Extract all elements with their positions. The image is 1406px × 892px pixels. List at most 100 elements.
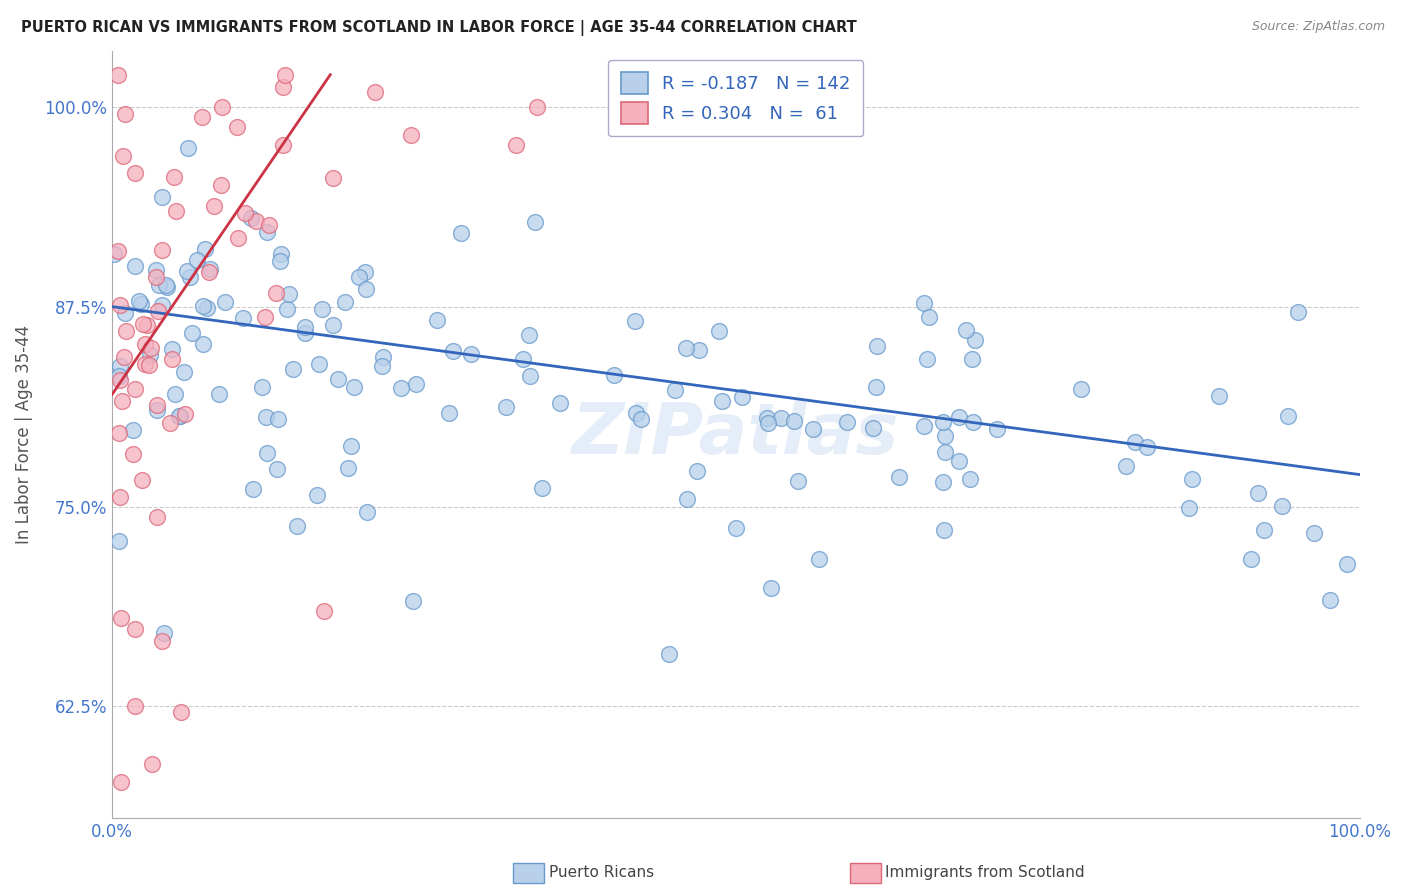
Point	[179, 269, 201, 284]
Point	[915, 351, 938, 366]
Point	[934, 523, 956, 537]
Point	[121, 447, 143, 461]
Point	[517, 327, 540, 342]
Point	[354, 282, 377, 296]
Point	[676, 491, 699, 506]
Point	[195, 301, 218, 315]
Point	[110, 298, 132, 312]
Point	[124, 259, 146, 273]
Point	[1286, 305, 1309, 319]
Point	[108, 534, 131, 549]
Point	[266, 462, 288, 476]
Point	[340, 440, 363, 454]
Point	[460, 346, 482, 360]
Point	[150, 298, 173, 312]
Point	[190, 110, 212, 124]
Point	[256, 225, 278, 239]
Point	[160, 352, 183, 367]
Point	[139, 348, 162, 362]
Point	[110, 394, 132, 409]
Point	[115, 324, 138, 338]
Point	[294, 320, 316, 334]
Point	[226, 120, 249, 134]
Point	[141, 756, 163, 771]
Point	[245, 213, 267, 227]
Point	[169, 409, 191, 423]
Point	[194, 242, 217, 256]
Point	[256, 446, 278, 460]
Point	[152, 633, 174, 648]
Point	[314, 604, 336, 618]
Point	[786, 474, 808, 488]
Point	[519, 368, 541, 383]
Point	[711, 393, 734, 408]
Point	[685, 464, 707, 478]
Point	[128, 293, 150, 308]
Point	[269, 253, 291, 268]
Point	[134, 336, 156, 351]
Point	[862, 421, 884, 435]
Point	[124, 382, 146, 396]
Point	[955, 323, 977, 337]
Point	[801, 422, 824, 436]
Point	[273, 68, 295, 82]
Point	[131, 473, 153, 487]
Point	[311, 302, 333, 317]
Point	[1070, 382, 1092, 396]
Point	[276, 301, 298, 316]
Point	[725, 521, 748, 535]
Point	[254, 409, 277, 424]
Point	[1181, 472, 1204, 486]
Point	[138, 359, 160, 373]
Point	[156, 279, 179, 293]
Point	[257, 218, 280, 232]
Point	[630, 411, 652, 425]
Point	[110, 610, 132, 624]
Point	[114, 107, 136, 121]
Point	[146, 403, 169, 417]
Point	[526, 100, 548, 114]
Point	[1115, 459, 1137, 474]
Point	[283, 361, 305, 376]
Point	[107, 369, 129, 384]
Point	[986, 422, 1008, 436]
Point	[159, 417, 181, 431]
Point	[1247, 486, 1270, 500]
Point	[530, 481, 553, 495]
Point	[273, 80, 295, 95]
Point	[153, 626, 176, 640]
Point	[264, 285, 287, 300]
Point	[353, 265, 375, 279]
Point	[495, 400, 517, 414]
Point	[134, 357, 156, 371]
Point	[931, 475, 953, 489]
Point	[1123, 435, 1146, 450]
Point	[1240, 551, 1263, 566]
Point	[1178, 500, 1201, 515]
Point	[688, 343, 710, 358]
Point	[254, 310, 277, 325]
Point	[965, 333, 987, 347]
Point	[918, 310, 941, 324]
Point	[437, 406, 460, 420]
Point	[173, 365, 195, 379]
Point	[112, 149, 135, 163]
Point	[214, 295, 236, 310]
Point	[934, 429, 956, 443]
Text: ZIPatlas: ZIPatlas	[572, 401, 900, 469]
Point	[426, 313, 449, 327]
Point	[402, 594, 425, 608]
Point	[186, 253, 208, 268]
Point	[364, 85, 387, 99]
Point	[233, 206, 256, 220]
Text: PUERTO RICAN VS IMMIGRANTS FROM SCOTLAND IN LABOR FORCE | AGE 35-44 CORRELATION : PUERTO RICAN VS IMMIGRANTS FROM SCOTLAND…	[21, 20, 856, 36]
Point	[512, 352, 534, 367]
Point	[252, 380, 274, 394]
Point	[139, 341, 162, 355]
Point	[328, 372, 350, 386]
Point	[337, 461, 360, 475]
Point	[837, 415, 859, 429]
Point	[242, 482, 264, 496]
Point	[155, 278, 177, 293]
Point	[148, 277, 170, 292]
